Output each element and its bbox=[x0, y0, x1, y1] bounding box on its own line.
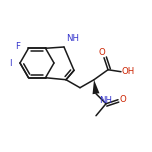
Polygon shape bbox=[93, 80, 99, 94]
Text: O: O bbox=[120, 95, 127, 104]
Text: I: I bbox=[9, 59, 12, 67]
Text: F: F bbox=[16, 42, 21, 51]
Text: O: O bbox=[99, 48, 105, 57]
Text: OH: OH bbox=[122, 67, 135, 76]
Text: NH: NH bbox=[99, 96, 112, 105]
Text: NH: NH bbox=[66, 34, 79, 43]
